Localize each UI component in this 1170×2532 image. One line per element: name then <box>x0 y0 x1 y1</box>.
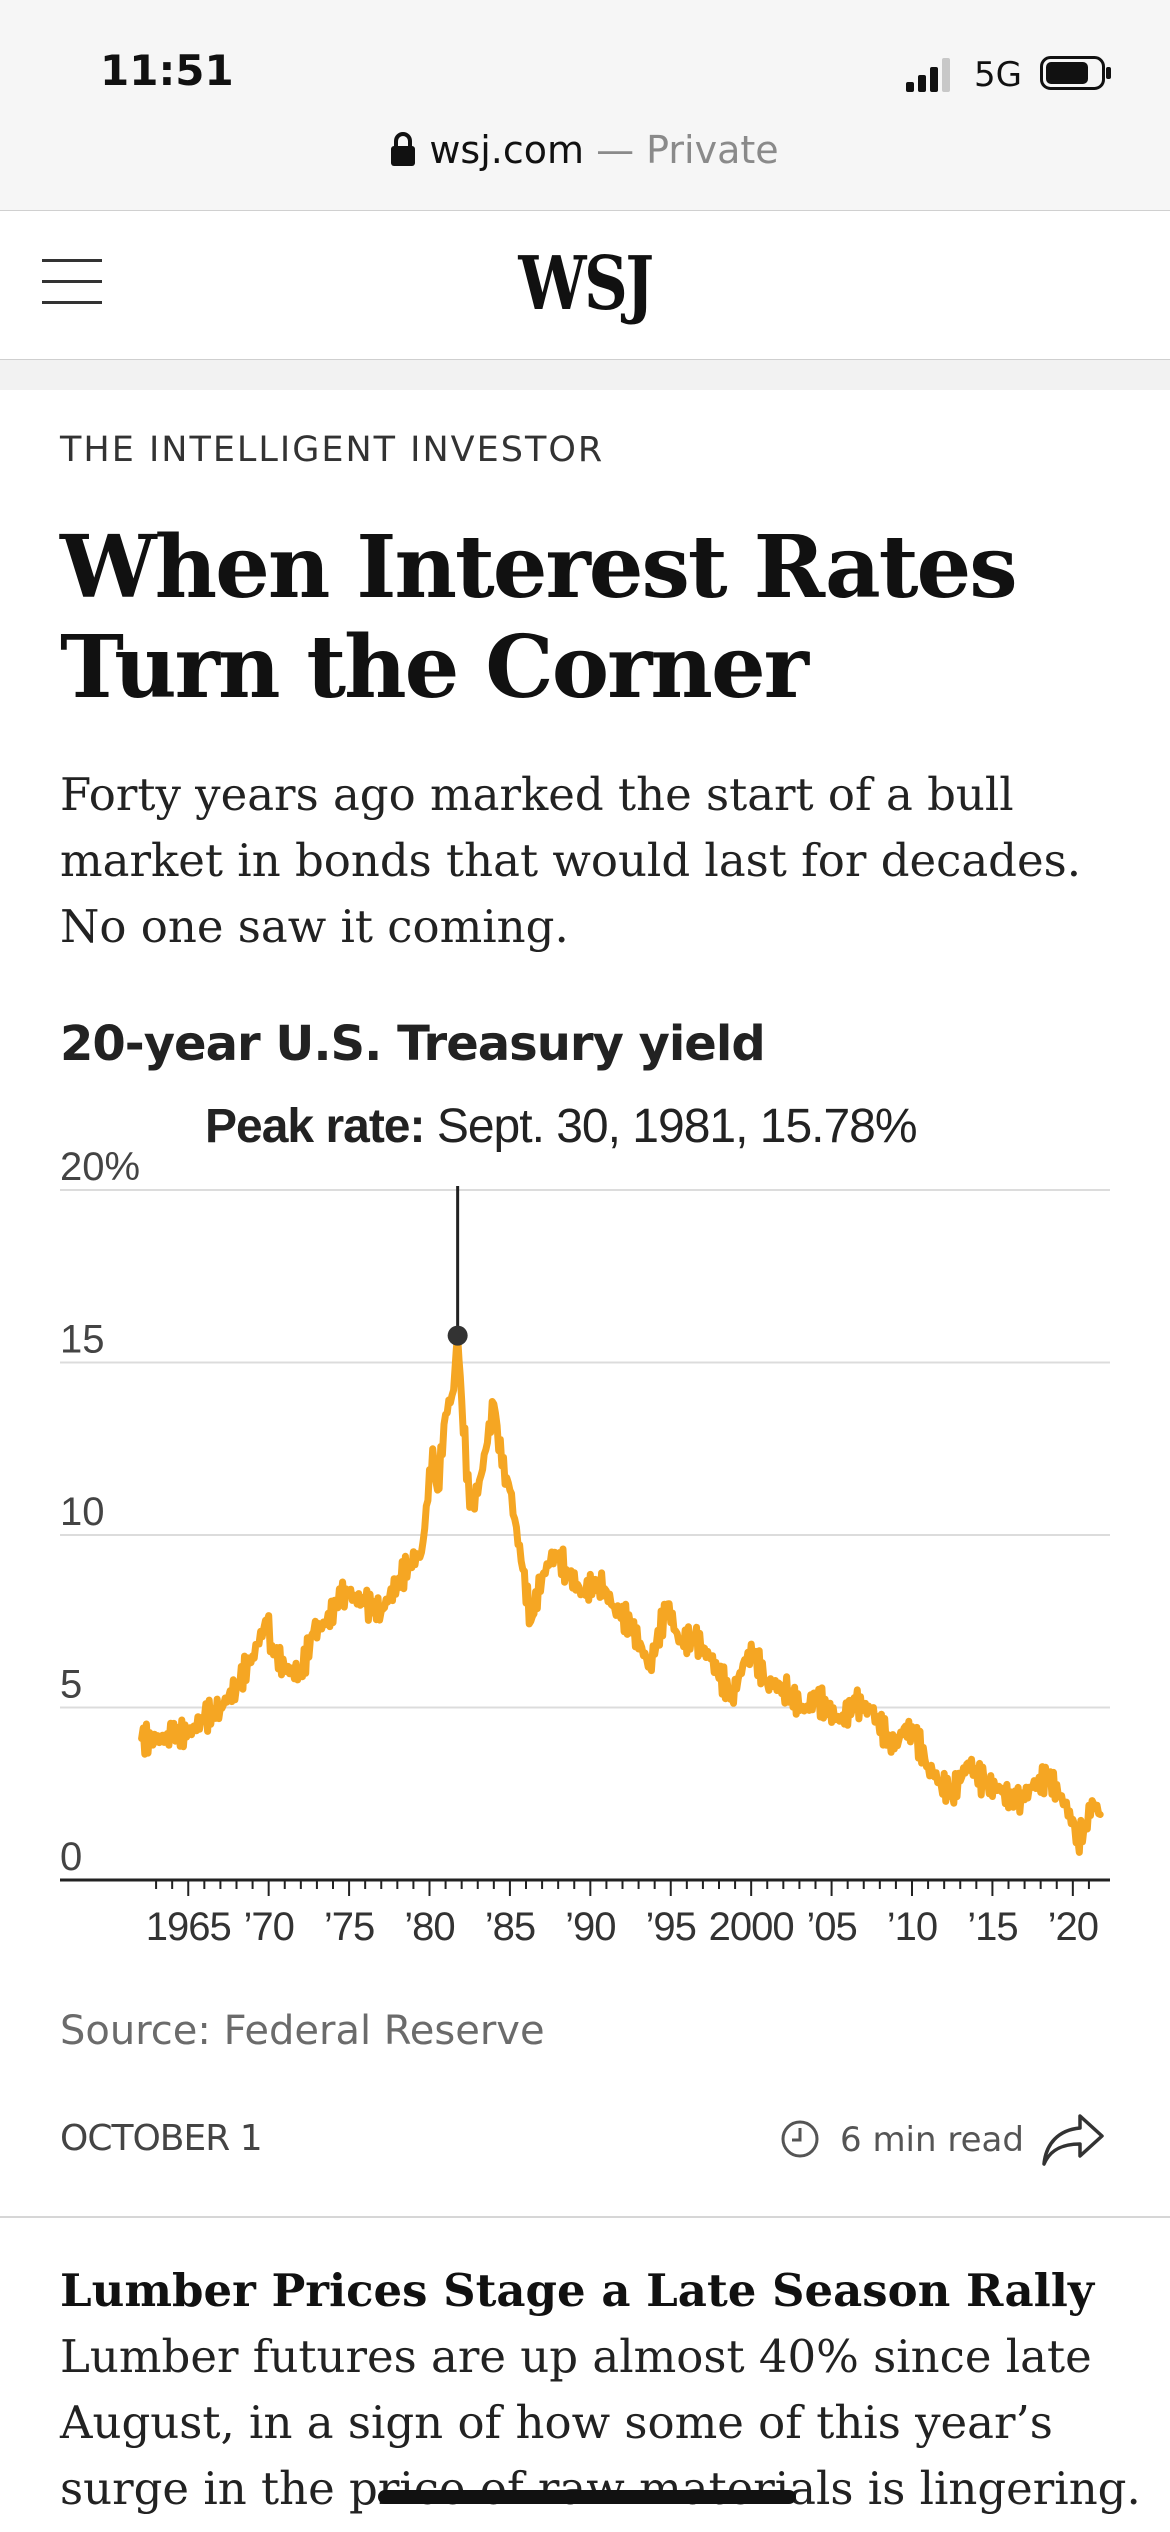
chart-gridlines <box>60 1189 1110 1709</box>
next-story[interactable]: Lumber Prices Stage a Late Season Rally … <box>60 2258 1150 2522</box>
x-tick-label: ’90 <box>565 1905 615 1949</box>
story-divider <box>0 2216 1170 2218</box>
home-indicator[interactable] <box>378 2490 796 2504</box>
y-tick-label: 10 <box>60 1490 105 1534</box>
treasury-yield-chart: 20% 15 10 5 0 1965 ’70 ’75 ’80 ’85 ’90 ’95 2000 ’05 ’… <box>60 1100 1110 1949</box>
clock-time: 11:51 <box>100 46 234 95</box>
x-tick-label: ’10 <box>887 1905 937 1949</box>
x-tick-label: ’80 <box>404 1905 454 1949</box>
read-time: 6 min read <box>780 2120 1024 2162</box>
status-bar: 11:51 5G wsj.com — Private <box>0 0 1170 210</box>
network-type: 5G <box>974 55 1022 95</box>
x-tick-label: 2000 <box>709 1905 794 1949</box>
x-tick-label: ’85 <box>485 1905 535 1949</box>
x-tick-label: ’95 <box>646 1905 696 1949</box>
article-date: OCTOBER 1 <box>60 2118 263 2159</box>
private-label: — Private <box>584 128 779 172</box>
x-tick-label: ’05 <box>806 1905 856 1949</box>
battery-icon <box>1040 56 1111 90</box>
wsj-logo[interactable]: WSJ <box>518 241 654 327</box>
header-divider-band <box>0 360 1170 390</box>
x-tick-label: ’20 <box>1048 1905 1098 1949</box>
article-kicker[interactable]: THE INTELLIGENT INVESTOR <box>60 430 605 470</box>
chart-y-axis: 20% 15 10 5 0 <box>60 1145 140 1879</box>
article-dek: Forty years ago marked the start of a bu… <box>60 768 1082 953</box>
clock-icon <box>781 2120 819 2157</box>
site-header: WSJ <box>0 210 1170 361</box>
lock-icon <box>391 131 416 166</box>
x-tick-label: 1965 <box>146 1905 231 1949</box>
x-tick-label: ’75 <box>324 1905 374 1949</box>
read-time-label: 6 min read <box>840 2120 1024 2160</box>
next-story-summary: Lumber futures are up almost 40% since l… <box>60 2330 1141 2515</box>
peak-annotation-value: Sept. 30, 1981, 15.78% <box>424 1100 916 1153</box>
y-tick-label: 15 <box>60 1318 105 1362</box>
next-story-title[interactable]: Lumber Prices Stage a Late Season Rally <box>60 2264 1094 2317</box>
peak-marker <box>447 1325 468 1346</box>
share-icon[interactable] <box>1040 2110 1106 2170</box>
article-headline[interactable]: When Interest Rates Turn the Corner <box>60 517 1018 718</box>
chart-x-axis: 1965 ’70 ’75 ’80 ’85 ’90 ’95 2000 ’05 ’10 ’15 ’20 <box>60 1878 1110 1949</box>
peak-annotation-label: Peak rate: <box>205 1100 424 1153</box>
x-tick-label: ’70 <box>243 1905 293 1949</box>
cellular-signal-icon <box>906 58 950 92</box>
yield-series-line <box>138 1332 1104 1856</box>
y-tick-label: 0 <box>60 1835 82 1879</box>
y-tick-label: 20% <box>60 1145 140 1189</box>
chart-title: 20-year U.S. Treasury yield <box>60 1016 766 1072</box>
url-domain: wsj.com <box>429 128 585 172</box>
hamburger-menu-icon[interactable] <box>42 259 102 309</box>
peak-annotation: Peak rate: Sept. 30, 1981, 15.78% <box>205 1100 917 1153</box>
y-tick-label: 5 <box>60 1663 82 1707</box>
chart-source: Source: Federal Reserve <box>60 2008 545 2054</box>
x-tick-label: ’15 <box>967 1905 1017 1949</box>
address-bar[interactable]: wsj.com — Private <box>0 128 1170 172</box>
